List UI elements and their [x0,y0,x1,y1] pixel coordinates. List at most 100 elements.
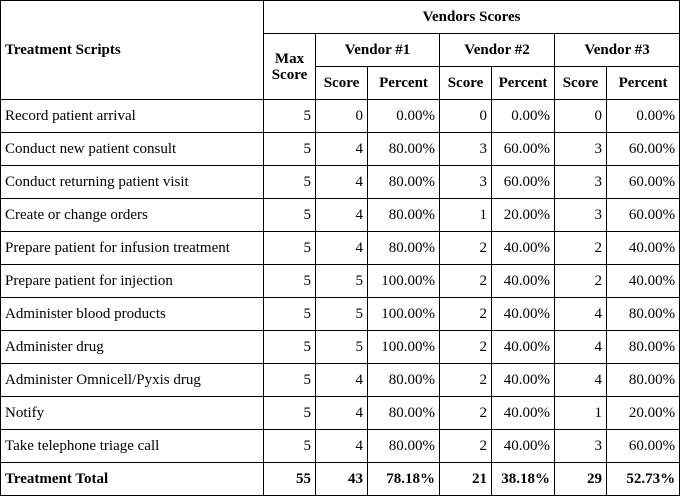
script-name: Administer Omnicell/Pyxis drug [0,363,264,397]
vendor-3-percent-cell: 80.00% [605,330,680,364]
max-score-label-line1: Max [274,50,305,67]
vendor-3-score-header: Score [554,66,607,100]
vendor-1-score-cell: 4 [315,231,368,265]
script-name: Record patient arrival [0,99,264,133]
vendor-1-percent-cell: 0.00% [367,99,440,133]
vendor-1-score-cell: 4 [315,132,368,166]
vendor-3-score-cell: 2 [554,264,607,298]
vendor-1-percent-cell: 80.00% [367,429,440,463]
script-name: Prepare patient for infusion treatment [0,231,264,265]
vendor-2-score-cell: 2 [439,264,492,298]
table-row: Conduct new patient consult 5 4 80.00% 3… [0,132,680,166]
max-score-label-line2: Score [271,66,308,83]
vendor-1-percent-cell: 100.00% [367,297,440,331]
max-score-cell: 5 [263,231,316,265]
table-row: Prepare patient for injection 5 5 100.00… [0,264,680,298]
vendor-3-percent-cell: 80.00% [605,297,680,331]
table-row: Record patient arrival 5 0 0.00% 0 0.00%… [0,99,680,133]
vendor-1-header: Vendor #1 [315,33,440,67]
vendor-3-percent-cell: 40.00% [605,264,680,298]
vendor-3-score-cell: 4 [554,363,607,397]
vendor-2-score-cell: 2 [439,297,492,331]
vendor-2-score-cell: 2 [439,396,492,430]
vendor-1-score-cell: 0 [315,99,368,133]
vendor-1-score-cell: 4 [315,429,368,463]
vendor-1-score-cell: 5 [315,264,368,298]
vendor-3-header: Vendor #3 [553,33,680,67]
vendor-2-score-cell: 0 [439,99,492,133]
vendor-2-percent-cell: 40.00% [491,264,555,298]
vendor-3-percent-cell: 40.00% [605,231,680,265]
vendor-2-score-cell: 2 [439,231,492,265]
vendor-1-score-cell: 4 [315,363,368,397]
total-vendor-2-score-cell: 21 [439,462,492,496]
vendor-1-percent-cell: 80.00% [367,231,440,265]
max-score-cell: 5 [263,132,316,166]
vendor-1-percent-cell: 80.00% [367,165,440,199]
vendor-1-percent-cell: 100.00% [367,264,440,298]
vendor-2-score-cell: 2 [439,429,492,463]
total-vendor-3-score-cell: 29 [554,462,607,496]
vendor-2-percent-cell: 0.00% [491,99,555,133]
script-name: Create or change orders [0,198,264,232]
vendor-3-score-cell: 3 [554,132,607,166]
vendor-3-percent-cell: 20.00% [605,396,680,430]
script-name: Conduct new patient consult [0,132,264,166]
vendor-1-score-cell: 4 [315,198,368,232]
vendor-2-score-cell: 1 [439,198,492,232]
vendor-1-percent-cell: 80.00% [367,198,440,232]
vendor-3-percent-cell: 60.00% [605,198,680,232]
vendor-2-score-cell: 2 [439,330,492,364]
total-vendor-1-percent-cell: 78.18% [367,462,440,496]
table-row: Notify 5 4 80.00% 2 40.00% 1 20.00% [0,396,680,430]
vendor-1-percent-cell: 100.00% [367,330,440,364]
vendor-3-percent-cell: 60.00% [605,165,680,199]
table-header: Treatment Scripts Vendors Scores Max Sco… [0,0,680,100]
total-max-score-cell: 55 [263,462,316,496]
table-body: Record patient arrival 5 0 0.00% 0 0.00%… [0,99,680,496]
table-row: Administer Omnicell/Pyxis drug 5 4 80.00… [0,363,680,397]
max-score-cell: 5 [263,99,316,133]
vendor-2-percent-cell: 40.00% [491,330,555,364]
vendor-3-percent-cell: 60.00% [605,132,680,166]
script-name: Administer blood products [0,297,264,331]
vendor-2-percent-cell: 20.00% [491,198,555,232]
vendor-2-score-header: Score [439,66,492,100]
header-row-1: Treatment Scripts Vendors Scores [0,0,680,100]
vendor-1-percent-header: Percent [367,66,440,100]
vendor-2-score-cell: 2 [439,363,492,397]
script-name: Prepare patient for injection [0,264,264,298]
total-vendor-3-percent-cell: 52.73% [605,462,680,496]
table-row: Conduct returning patient visit 5 4 80.0… [0,165,680,199]
vendor-1-percent-cell: 80.00% [367,132,440,166]
vendor-2-percent-cell: 40.00% [491,429,555,463]
vendor-3-score-cell: 3 [554,429,607,463]
script-name: Administer drug [0,330,264,364]
table-row: Administer drug 5 5 100.00% 2 40.00% 4 8… [0,330,680,364]
max-score-cell: 5 [263,330,316,364]
max-score-cell: 5 [263,396,316,430]
vendor-1-score-header: Score [315,66,368,100]
vendor-2-percent-cell: 60.00% [491,132,555,166]
max-score-header: Max Score [263,33,316,100]
table-row: Take telephone triage call 5 4 80.00% 2 … [0,429,680,463]
vendor-2-score-cell: 3 [439,132,492,166]
max-score-cell: 5 [263,264,316,298]
vendor-3-score-cell: 0 [554,99,607,133]
vendor-3-percent-cell: 80.00% [605,363,680,397]
vendor-3-score-cell: 4 [554,330,607,364]
script-name: Notify [0,396,264,430]
vendor-3-percent-header: Percent [605,66,680,100]
vendor-3-score-cell: 3 [554,198,607,232]
vendor-1-percent-cell: 80.00% [367,396,440,430]
total-vendor-1-score-cell: 43 [315,462,368,496]
max-score-cell: 5 [263,165,316,199]
max-score-cell: 5 [263,198,316,232]
vendor-2-percent-header: Percent [491,66,555,100]
vendor-1-score-cell: 5 [315,297,368,331]
vendor-3-score-cell: 4 [554,297,607,331]
vendor-2-percent-cell: 60.00% [491,165,555,199]
max-score-cell: 5 [263,297,316,331]
total-label: Treatment Total [0,462,264,496]
table-row: Create or change orders 5 4 80.00% 1 20.… [0,198,680,232]
